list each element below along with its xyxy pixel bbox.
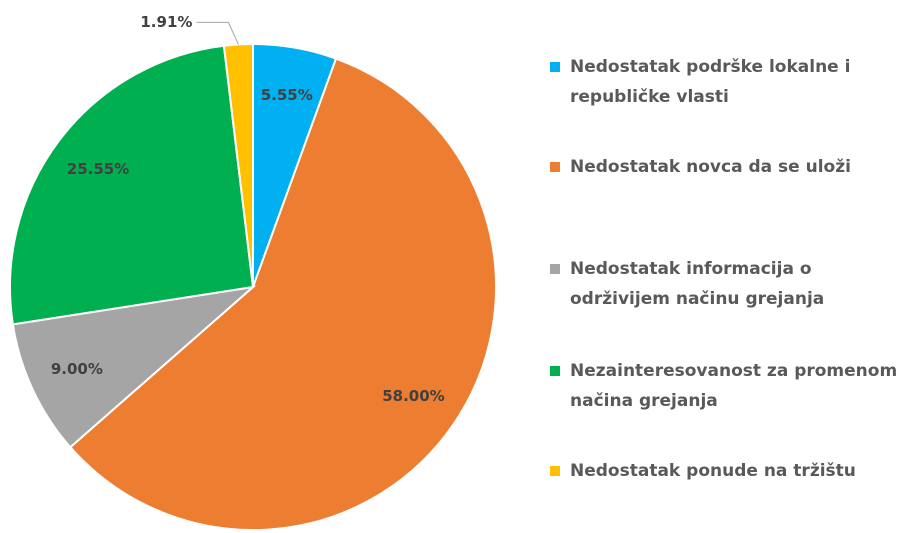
- legend-label: Nezainteresovanost za promenom načina gr…: [570, 361, 898, 411]
- legend-swatch: [550, 264, 560, 274]
- data-label: 25.55%: [67, 160, 129, 178]
- legend-entry: Nezainteresovanost za promenom načina gr…: [550, 356, 915, 416]
- legend-label: Nedostatak ponude na tržištu: [570, 461, 856, 481]
- leader-line: [196, 21, 239, 45]
- data-label: 9.00%: [51, 360, 103, 378]
- legend-entry: Nedostatak novca da se uloži: [550, 152, 915, 182]
- pie-slice: [68, 57, 497, 531]
- data-label: 5.55%: [261, 86, 313, 104]
- legend-swatch: [550, 466, 560, 476]
- legend-entry: Nedostatak ponude na tržištu: [550, 456, 915, 486]
- legend-label: Nedostatak novca da se uloži: [570, 157, 851, 177]
- pie-slice: [11, 285, 257, 449]
- legend-swatch: [550, 162, 560, 172]
- legend-entry: Nedostatak informacija o održivijem nači…: [550, 254, 915, 314]
- data-label: 1.91%: [140, 13, 192, 31]
- legend-swatch: [550, 366, 560, 376]
- legend-label: Nedostatak informacija o održivijem nači…: [570, 259, 825, 309]
- pie-slice: [222, 42, 254, 288]
- pie-slice: [9, 44, 255, 326]
- legend-swatch: [550, 62, 560, 72]
- legend-entry: Nedostatak podrške lokalne i republičke …: [550, 52, 915, 112]
- data-label: 58.00%: [382, 387, 444, 405]
- legend-label: Nedostatak podrške lokalne i republičke …: [570, 57, 851, 107]
